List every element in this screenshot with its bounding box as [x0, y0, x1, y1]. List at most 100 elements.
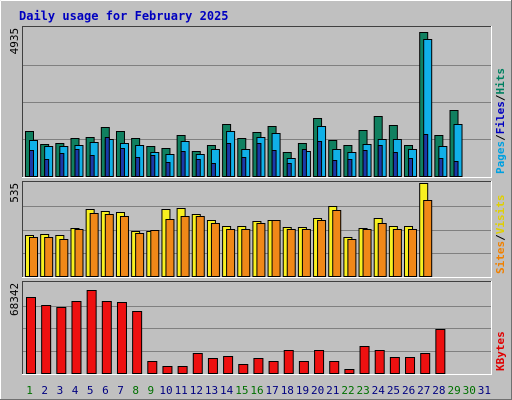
bar-sites-day-17: [271, 220, 281, 277]
legend-part-separator: /: [494, 234, 507, 241]
axis-legend: Sites/Visits: [494, 195, 507, 275]
bar-sites-day-22: [347, 239, 357, 277]
day-label-29: 29: [447, 384, 460, 397]
bar-sites-day-12: [195, 216, 205, 277]
day-label-6: 6: [102, 384, 109, 397]
ymax-label: 4935: [8, 28, 21, 55]
legend-part-pages: Pages: [494, 141, 507, 174]
day-label-12: 12: [190, 384, 203, 397]
day-label-21: 21: [326, 384, 339, 397]
day-label-8: 8: [132, 384, 139, 397]
bar-files-day-20: [317, 141, 323, 177]
axis-legend: KBytes: [494, 331, 507, 371]
bar-files-day-18: [286, 163, 292, 177]
bar-sites-day-18: [286, 229, 296, 277]
bar-files-day-16: [256, 143, 262, 177]
bar-files-day-17: [271, 150, 277, 177]
bar-kbytes-day-11: [177, 366, 188, 374]
day-label-28: 28: [432, 384, 445, 397]
bar-kbytes-day-12: [192, 353, 203, 374]
day-label-19: 19: [296, 384, 309, 397]
legend-part-separator: /: [494, 94, 507, 101]
legend-part-files: Files: [494, 101, 507, 134]
chart-panels: 4935Pages/Files/Hits535Sites/Visits68342…: [8, 26, 507, 375]
day-label-16: 16: [250, 384, 263, 397]
day-label-13: 13: [205, 384, 218, 397]
bar-files-day-2: [44, 159, 50, 177]
bar-kbytes-day-9: [147, 361, 158, 374]
bar-kbytes-day-26: [405, 357, 416, 374]
day-label-1: 1: [26, 384, 33, 397]
bar-files-day-21: [332, 160, 338, 177]
bar-files-day-1: [29, 150, 34, 177]
bar-kbytes-day-23: [359, 346, 370, 374]
day-label-20: 20: [311, 384, 324, 397]
day-labels: 1 2 3 4 5 6 7 8 9 10 11 12 13 14 15 16 17 18 19 20 21 22 23 24 2…: [26, 384, 491, 397]
day-label-5: 5: [87, 384, 94, 397]
bar-files-day-19: [301, 149, 307, 177]
bar-files-day-23: [362, 150, 368, 177]
bar-sites-day-9: [150, 230, 160, 277]
bar-sites-day-8: [135, 233, 145, 277]
bar-files-day-24: [377, 145, 383, 177]
legend-part-separator: /: [494, 134, 507, 141]
bar-sites-day-13: [210, 223, 220, 277]
bar-kbytes-day-16: [253, 358, 264, 374]
legend-part-visits: Visits: [494, 195, 507, 235]
bar-files-day-11: [180, 151, 186, 177]
bar-sites-day-24: [377, 223, 387, 277]
bar-files-day-15: [241, 157, 247, 177]
day-label-15: 15: [235, 384, 248, 397]
bar-files-day-28: [438, 158, 444, 177]
bar-sites-day-5: [89, 213, 99, 277]
day-label-10: 10: [159, 384, 172, 397]
bar-kbytes-day-2: [41, 305, 52, 374]
day-label-4: 4: [72, 384, 79, 397]
bar-sites-day-21: [332, 210, 342, 277]
legend-part-hits: Hits: [494, 68, 507, 95]
bar-kbytes-day-28: [435, 329, 446, 374]
day-label-27: 27: [417, 384, 430, 397]
bar-files-day-10: [165, 162, 171, 177]
legend-part-kbytes: KBytes: [494, 331, 507, 371]
day-label-26: 26: [402, 384, 415, 397]
bar-kbytes-day-14: [223, 356, 234, 374]
ymax-label: 68342: [8, 283, 21, 316]
bar-files-day-8: [135, 157, 141, 177]
bar-sites-day-10: [165, 219, 175, 277]
bar-kbytes-day-13: [207, 358, 218, 374]
day-label-30: 30: [463, 384, 476, 397]
bar-files-day-14: [226, 143, 232, 177]
bar-kbytes-day-21: [329, 361, 340, 374]
bar-kbytes-day-8: [132, 311, 143, 374]
day-label-2: 2: [41, 384, 48, 397]
bar-sites-day-26: [408, 229, 418, 277]
bar-files-day-12: [195, 159, 201, 177]
day-label-24: 24: [372, 384, 386, 397]
bar-kbytes-day-20: [314, 350, 325, 374]
bar-sites-day-20: [317, 220, 327, 277]
bar-files-day-9: [150, 155, 156, 177]
panel-kbytes: 68342 KBytes: [8, 281, 507, 375]
day-label-25: 25: [387, 384, 400, 397]
bar-files-day-29: [453, 161, 459, 177]
bar-sites-day-15: [241, 229, 251, 277]
day-label-18: 18: [281, 384, 294, 397]
bar-sites-day-19: [301, 229, 311, 277]
bar-sites-day-3: [59, 239, 69, 277]
bar-kbytes-day-19: [298, 361, 309, 374]
bar-files-day-22: [347, 159, 353, 177]
bar-kbytes-day-18: [283, 350, 294, 374]
legend-part-sites: Sites: [494, 241, 507, 274]
bar-files-day-4: [74, 149, 80, 177]
day-label-23: 23: [357, 384, 370, 397]
bar-kbytes-day-4: [71, 301, 82, 374]
bar-kbytes-day-24: [374, 350, 385, 374]
bar-sites-day-6: [104, 214, 114, 277]
bar-files-day-13: [210, 163, 216, 177]
day-label-7: 7: [117, 384, 124, 397]
axis-legend: Pages/Files/Hits: [494, 68, 507, 174]
bar-files-day-6: [104, 137, 110, 177]
